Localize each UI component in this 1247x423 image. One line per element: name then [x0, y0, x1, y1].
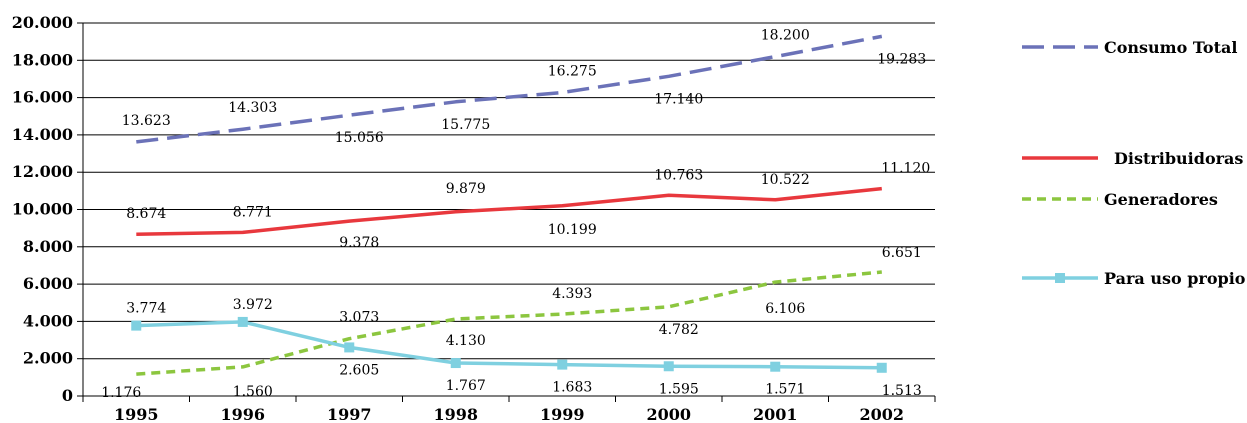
data-label: 14.303 [228, 100, 277, 116]
x-axis-ticks: 1995 1996 1997 1998 1999 2000 2001 2002 [82, 396, 936, 423]
data-point-marker [770, 361, 781, 372]
data-label: 1.176 [101, 385, 141, 401]
data-label: 1.683 [552, 380, 592, 396]
x-tick-label: 1999 [540, 405, 585, 423]
legend-label: Distribuidoras [1114, 149, 1243, 168]
series-lines [136, 34, 883, 376]
data-point-marker [131, 320, 142, 331]
data-label: 4.130 [446, 333, 486, 349]
series-line [136, 186, 882, 236]
data-label: 10.199 [548, 222, 597, 238]
x-tick-label: 1996 [220, 405, 265, 423]
data-label: 17.140 [654, 91, 703, 107]
y-tick-label: 16.000 [12, 88, 73, 107]
data-label: 1.571 [765, 382, 805, 398]
series-line [136, 320, 882, 370]
y-tick-label: 6.000 [23, 274, 73, 293]
data-label: 15.775 [441, 117, 490, 133]
x-tick-label: 2000 [646, 405, 691, 423]
data-label: 4.393 [552, 286, 592, 302]
data-label: 18.200 [761, 28, 810, 44]
legend-label: Para uso propio [1104, 269, 1246, 288]
data-label: 6.651 [882, 245, 922, 261]
y-tick-label: 20.000 [12, 13, 73, 32]
legend-label: Consumo Total [1104, 38, 1237, 57]
x-tick-label: 2001 [753, 405, 798, 423]
data-point-marker [876, 362, 887, 373]
y-tick-label: 14.000 [12, 125, 73, 144]
data-label: 1.560 [233, 384, 273, 400]
data-label: 10.763 [654, 167, 703, 183]
x-tick-label: 1997 [327, 405, 372, 423]
data-label: 19.283 [877, 51, 926, 67]
y-tick-label: 4.000 [23, 311, 73, 330]
data-point-marker [344, 342, 355, 353]
data-label: 2.605 [339, 362, 379, 378]
data-label: 4.782 [659, 322, 699, 338]
data-label: 10.522 [761, 172, 810, 188]
data-label: 3.073 [339, 310, 379, 326]
data-label: 11.120 [881, 161, 930, 177]
data-label: 1.767 [446, 378, 486, 394]
data-label: 3.972 [233, 297, 273, 313]
data-label: 16.275 [548, 63, 597, 79]
series-line [136, 34, 883, 144]
legend: Consumo Total Distribuidoras Generadores Pa… [1022, 38, 1246, 288]
legend-label: Generadores [1104, 190, 1218, 209]
x-tick-label: 1998 [433, 405, 478, 423]
gridlines [83, 22, 935, 360]
data-label: 8.674 [126, 206, 166, 222]
y-tick-label: 10.000 [12, 200, 73, 219]
data-label: 9.378 [339, 235, 379, 251]
series-line [136, 270, 882, 376]
data-label: 13.623 [122, 113, 171, 129]
data-label: 9.879 [446, 181, 486, 197]
data-point-marker [557, 359, 568, 370]
data-label: 3.774 [126, 301, 166, 317]
data-label: 1.595 [659, 381, 699, 397]
y-tick-label: 2.000 [23, 349, 73, 368]
data-label: 1.513 [882, 383, 922, 399]
y-tick-label: 18.000 [12, 50, 73, 69]
x-tick-label: 2002 [859, 405, 904, 423]
data-point-marker [237, 316, 248, 327]
series-markers [131, 316, 887, 373]
y-tick-label: 0 [62, 386, 73, 405]
data-point-marker [450, 358, 461, 369]
y-tick-label: 8.000 [23, 237, 73, 256]
y-axis-ticks: 0 2.000 4.000 6.000 8.000 10.000 12.000 14.000 1… [12, 13, 83, 405]
data-point-marker [663, 361, 674, 372]
data-label: 15.056 [335, 130, 384, 146]
x-tick-label: 1995 [114, 405, 159, 423]
data-label: 6.106 [765, 301, 805, 317]
legend-marker [1055, 273, 1065, 283]
data-labels: 13.623 14.303 15.056 15.775 16.275 17.140 18.2… [101, 28, 930, 401]
data-label: 8.771 [233, 204, 273, 220]
y-tick-label: 12.000 [12, 162, 73, 181]
